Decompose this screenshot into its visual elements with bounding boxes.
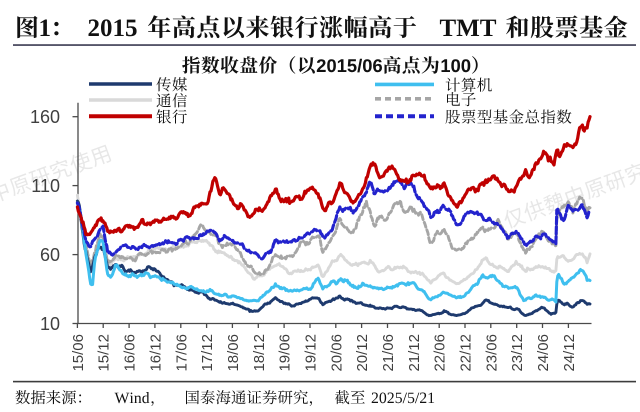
svg-text:24/06: 24/06 bbox=[535, 334, 552, 372]
svg-text:16/12: 16/12 bbox=[147, 334, 164, 372]
svg-text:20/06: 20/06 bbox=[328, 334, 345, 372]
svg-text:18/06: 18/06 bbox=[225, 334, 242, 372]
svg-text:16/06: 16/06 bbox=[122, 334, 139, 372]
svg-text:17/12: 17/12 bbox=[199, 334, 216, 372]
svg-text:110: 110 bbox=[31, 176, 60, 196]
svg-text:17/06: 17/06 bbox=[173, 334, 190, 372]
svg-text:20/12: 20/12 bbox=[354, 334, 371, 372]
svg-text:21/06: 21/06 bbox=[380, 334, 397, 372]
svg-text:22/06: 22/06 bbox=[432, 334, 449, 372]
svg-text:10: 10 bbox=[40, 314, 60, 334]
svg-text:22/12: 22/12 bbox=[458, 334, 475, 372]
svg-text:18/12: 18/12 bbox=[251, 334, 268, 372]
svg-text:23/12: 23/12 bbox=[509, 334, 526, 372]
svg-text:19/12: 19/12 bbox=[303, 334, 320, 372]
svg-text:15/12: 15/12 bbox=[96, 334, 113, 372]
svg-text:60: 60 bbox=[40, 245, 60, 265]
svg-text:21/12: 21/12 bbox=[406, 334, 423, 372]
svg-text:15/06: 15/06 bbox=[70, 334, 87, 372]
svg-text:24/12: 24/12 bbox=[561, 334, 578, 372]
svg-text:23/06: 23/06 bbox=[483, 334, 500, 372]
svg-text:160: 160 bbox=[30, 107, 60, 127]
svg-text:19/06: 19/06 bbox=[277, 334, 294, 372]
